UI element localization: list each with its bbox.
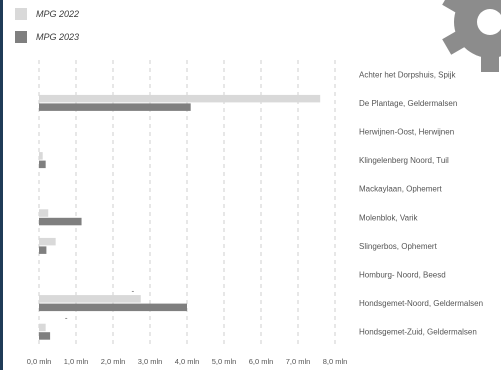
x-tick-label: 1,0 mln: [64, 357, 89, 366]
annotations: --: [65, 286, 135, 322]
x-tick-label: 7,0 mln: [286, 357, 311, 366]
bar-mpg-2023: [39, 303, 187, 312]
gridlines: [38, 60, 336, 346]
x-axis-tick-labels: 0,0 mln 1,0 mln 2,0 mln 3,0 mln 4,0 mln 5,0 m…: [27, 357, 348, 366]
category-label: Mackaylaan, Ophemert: [359, 185, 442, 194]
legend-swatch-mpg-2022: [15, 8, 27, 20]
x-tick-label: 2,0 mln: [101, 357, 126, 366]
category-label: De Plantage, Geldermalsen: [359, 99, 457, 108]
bar-mpg-2023: [39, 217, 82, 226]
x-tick-label: 3,0 mln: [138, 357, 163, 366]
bar-mpg-2023: [39, 246, 47, 254]
bar-mpg-2023: [39, 160, 46, 169]
category-label: Hondsgemet-Zuid, Geldermalsen: [359, 328, 477, 337]
category-label: Herwijnen-Oost, Herwijnen: [359, 128, 454, 137]
x-tick-label: 5,0 mln: [212, 357, 237, 366]
category-label: Molenblok, Varik: [359, 213, 419, 222]
category-label: Slingerbos, Ophemert: [359, 242, 438, 251]
x-tick-label: 6,0 mln: [249, 357, 274, 366]
x-tick-label: 4,0 mln: [175, 357, 200, 366]
legend-label-mpg-2022: MPG 2022: [36, 9, 79, 19]
legend-label-mpg-2023: MPG 2023: [36, 32, 79, 42]
bar-mpg-2022: [39, 295, 141, 303]
annotation-mark: -: [65, 314, 68, 323]
category-label: Achter het Dorpshuis, Spijk: [359, 70, 456, 79]
left-accent-strip: [0, 0, 3, 370]
annotation-mark: -: [132, 286, 135, 295]
category-label: Homburg- Noord, Beesd: [359, 271, 446, 280]
bar-mpg-2022: [39, 237, 56, 246]
x-tick-label: 0,0 mln: [27, 357, 52, 366]
bar-mpg-2022: [39, 152, 43, 160]
bar-mpg-2023: [39, 103, 191, 111]
legend: MPG 2022 MPG 2023: [15, 8, 79, 43]
category-labels: Achter het Dorpshuis, Spijk De Plantage, …: [359, 70, 483, 336]
x-tick-label: 8,0 mln: [323, 357, 348, 366]
bar-mpg-2022: [39, 209, 49, 217]
category-label: Klingelenberg Noord, Tuil: [359, 156, 449, 165]
category-label: Hondsgemet-Noord, Geldermalsen: [359, 299, 483, 308]
bars: [39, 94, 321, 340]
gear-icon: [442, 0, 501, 72]
legend-swatch-mpg-2023: [15, 31, 27, 43]
bar-mpg-2023: [39, 332, 51, 340]
bar-mpg-2022: [39, 323, 46, 332]
bar-mpg-2022: [39, 94, 321, 103]
